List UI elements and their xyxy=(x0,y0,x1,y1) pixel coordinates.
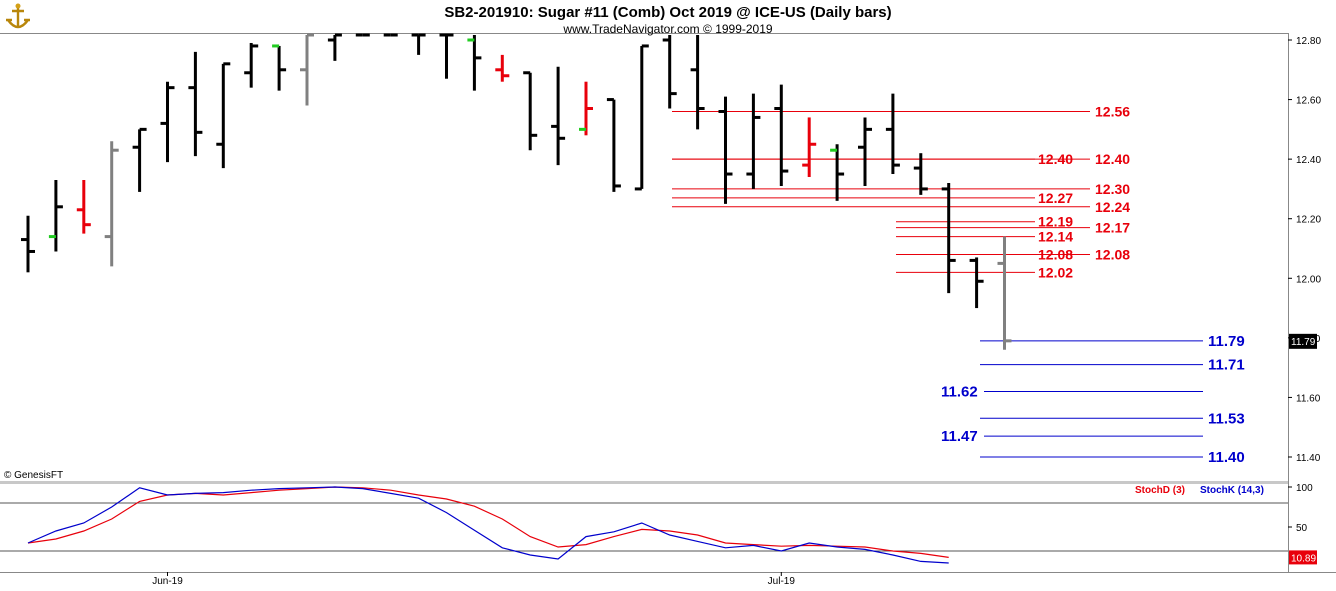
time-axis: Jun-19 Jul-19 xyxy=(152,572,795,587)
stoch-tick-label: 100 xyxy=(1296,483,1313,494)
price-level-label: 12.02 xyxy=(1038,264,1073,280)
price-level-label: 12.14 xyxy=(1038,229,1073,245)
price-bar xyxy=(300,33,314,106)
price-tick-label: 12.00 xyxy=(1296,274,1321,285)
chart-title: SB2-201910: Sugar #11 (Comb) Oct 2019 @ … xyxy=(444,4,891,21)
price-bar xyxy=(327,33,342,61)
price-tick-label: 12.80 xyxy=(1296,36,1321,47)
price-bar xyxy=(21,215,35,273)
time-tick-label: Jun-19 xyxy=(152,576,183,587)
price-bar xyxy=(244,42,259,88)
price-level-label: 11.62 xyxy=(941,383,978,400)
price-level-label: 12.19 xyxy=(1038,214,1073,230)
stoch-value-badge: 10.89 xyxy=(1289,550,1317,565)
price-bar xyxy=(690,35,705,130)
svg-text:11.79: 11.79 xyxy=(1291,337,1316,348)
price-bar xyxy=(858,117,872,186)
price-level-label: 12.17 xyxy=(1095,220,1130,236)
price-bar xyxy=(579,81,593,136)
price-tick-label: 12.40 xyxy=(1296,155,1321,166)
price-bar xyxy=(774,84,789,186)
price-level-label: 12.30 xyxy=(1095,181,1130,197)
price-bar xyxy=(188,51,203,157)
price-bar xyxy=(495,54,510,82)
price-level-label: 12.24 xyxy=(1095,199,1130,215)
price-bar xyxy=(551,66,566,166)
price-tick-label: 11.40 xyxy=(1296,453,1321,464)
price-bar xyxy=(634,44,649,191)
price-level-label: 12.40 xyxy=(1095,151,1130,167)
ship-anchor-icon xyxy=(6,3,30,29)
price-bar xyxy=(913,153,928,195)
price-bar xyxy=(746,93,761,189)
svg-text:10.89: 10.89 xyxy=(1291,553,1316,564)
price-bar xyxy=(216,62,231,169)
price-bar xyxy=(104,141,119,267)
price-bars xyxy=(21,33,1012,350)
price-bar xyxy=(885,93,900,175)
price-level-label: 11.40 xyxy=(1208,449,1245,466)
last-price-badge: 11.79 xyxy=(1289,333,1317,349)
stoch-k-legend: StochK (14,3) xyxy=(1200,485,1264,496)
price-bar xyxy=(802,117,817,178)
price-bar xyxy=(272,44,287,91)
price-level-label: 11.71 xyxy=(1208,357,1245,374)
price-bar xyxy=(718,96,733,204)
price-level-label: 12.08 xyxy=(1095,246,1130,262)
price-bar xyxy=(467,35,482,91)
price-bar xyxy=(132,127,147,192)
price-bar xyxy=(48,179,63,252)
price-bar xyxy=(76,179,91,234)
price-bar xyxy=(439,33,454,79)
price-level-label: 12.56 xyxy=(1095,103,1130,119)
price-bar xyxy=(941,182,956,294)
stoch-tick-label: 50 xyxy=(1296,523,1308,534)
panel-divider[interactable] xyxy=(0,481,1288,484)
price-tick-label: 11.60 xyxy=(1296,393,1321,404)
price-level-label: 12.27 xyxy=(1038,190,1073,206)
price-bar xyxy=(523,71,538,151)
price-bar xyxy=(606,98,621,192)
copyright-label: © GenesisFT xyxy=(4,470,63,481)
price-level-label: 11.47 xyxy=(941,428,978,445)
price-level-label: 11.53 xyxy=(1208,410,1245,427)
time-tick-label: Jul-19 xyxy=(768,576,796,587)
price-bar xyxy=(662,35,677,109)
price-bar xyxy=(997,236,1012,350)
chart-subtitle: www.TradeNavigator.com © 1999-2019 xyxy=(562,22,772,36)
price-tick-label: 12.20 xyxy=(1296,215,1321,226)
stoch-d-legend: StochD (3) xyxy=(1135,485,1185,496)
price-bar xyxy=(830,144,845,201)
price-bar xyxy=(160,81,175,163)
price-level-label: 11.79 xyxy=(1208,333,1245,350)
price-tick-label: 12.60 xyxy=(1296,96,1321,107)
stochastic-panel: 100 50 xyxy=(0,483,1313,564)
stoch-k-line xyxy=(27,486,949,564)
price-bar xyxy=(411,33,426,55)
price-bar xyxy=(969,257,984,309)
